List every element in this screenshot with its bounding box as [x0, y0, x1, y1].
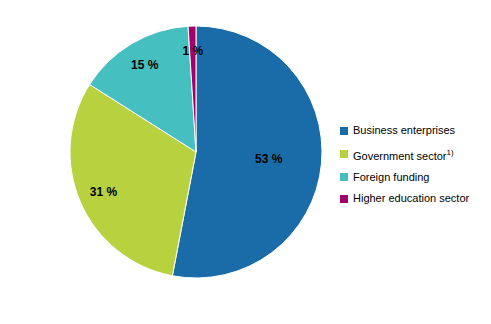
html-text:Foreign funding: Foreign funding — [353, 170, 430, 183]
svg-text:1 %: 1 % — [182, 44, 203, 58]
html-text:Business enterprises: Business enterprises — [353, 124, 456, 136]
html-text:Higher education sector: Higher education sector — [353, 192, 470, 205]
svg-text:53 %: 53 % — [255, 152, 283, 166]
html-text:Government sector1): Government sector1) — [353, 147, 454, 162]
svg-text:15 %: 15 % — [131, 58, 159, 72]
svg-text:31 %: 31 % — [90, 185, 118, 199]
